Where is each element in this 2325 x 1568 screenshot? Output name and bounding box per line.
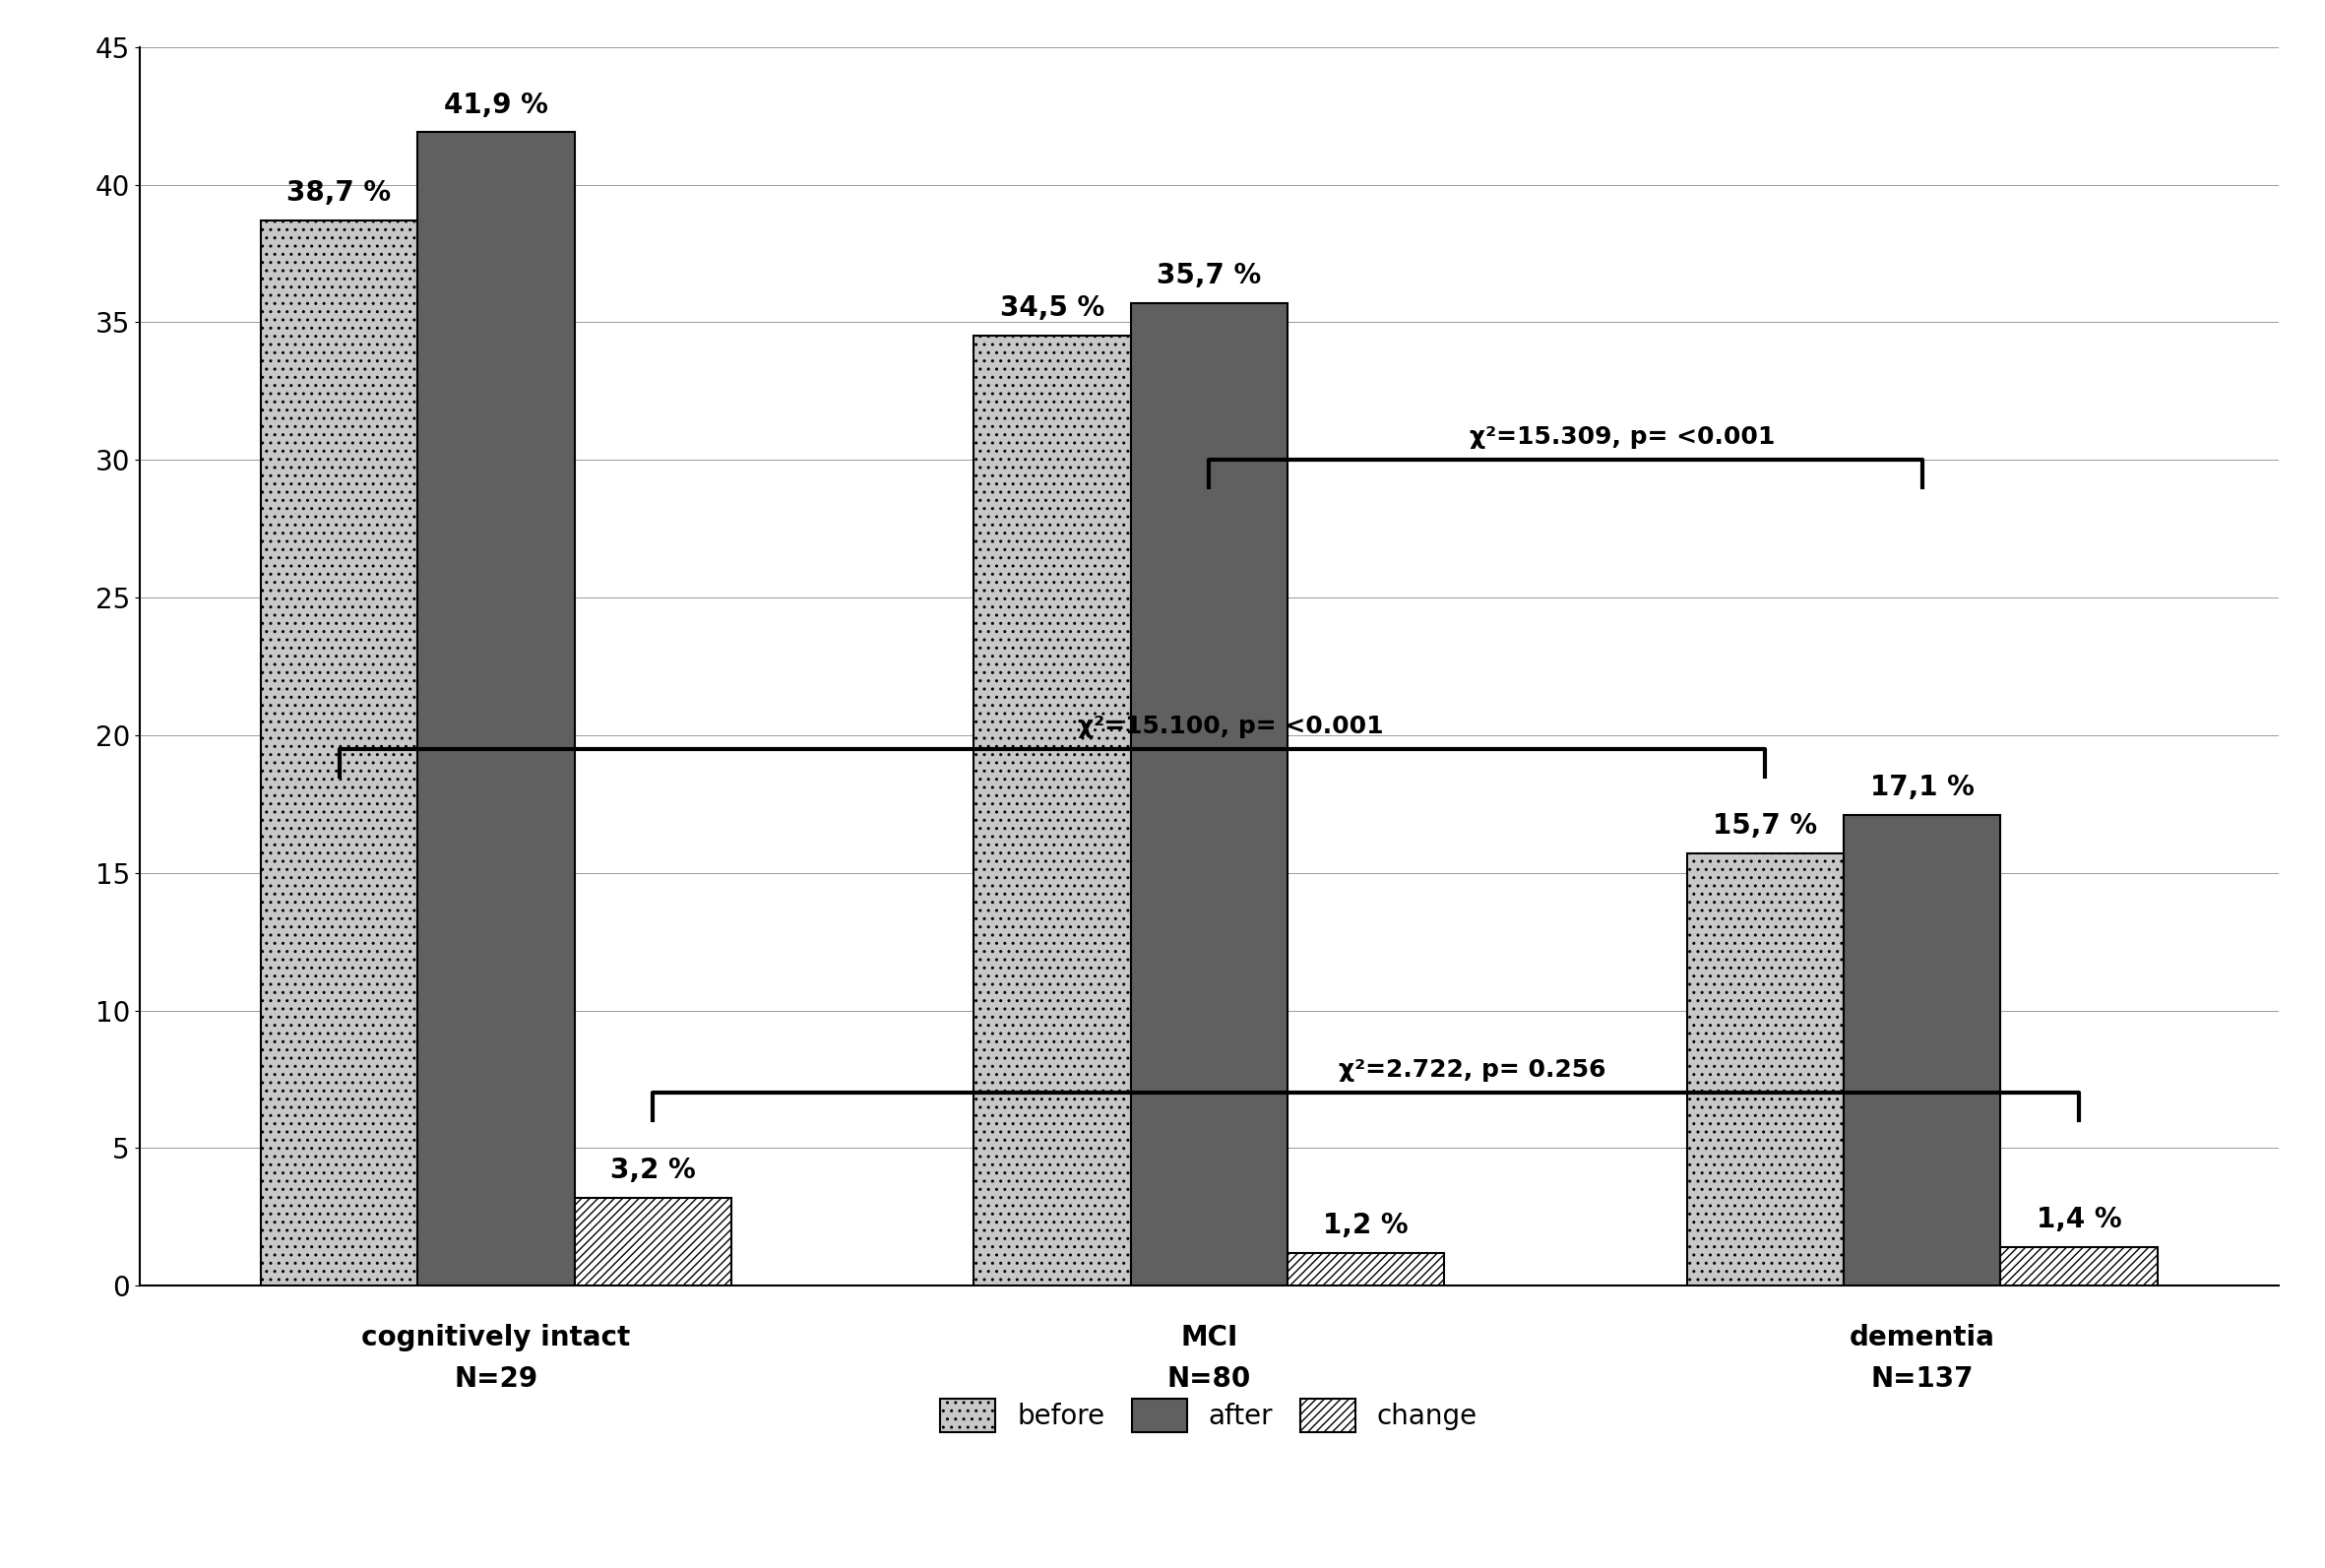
Text: 35,7 %: 35,7 % (1158, 262, 1260, 289)
Text: dementia: dementia (1848, 1323, 1995, 1352)
Text: χ²=15.309, p= <0.001: χ²=15.309, p= <0.001 (1469, 425, 1776, 448)
Text: 15,7 %: 15,7 % (1714, 812, 1818, 840)
Text: 34,5 %: 34,5 % (1000, 295, 1104, 323)
Bar (1130, 303, 1288, 1286)
Text: χ²=2.722, p= 0.256: χ²=2.722, p= 0.256 (1339, 1058, 1607, 1082)
Text: N=29: N=29 (453, 1366, 537, 1392)
Bar (1288, 1253, 1444, 1286)
Bar (974, 336, 1130, 1286)
Bar (574, 1198, 732, 1286)
Text: 17,1 %: 17,1 % (1869, 773, 1974, 801)
Bar (260, 221, 418, 1286)
Bar (1844, 815, 2000, 1286)
Text: 1,4 %: 1,4 % (2037, 1206, 2120, 1234)
Bar (2000, 1247, 2158, 1286)
Text: χ²=15.100, p= <0.001: χ²=15.100, p= <0.001 (1076, 715, 1383, 739)
Text: MCI: MCI (1181, 1323, 1237, 1352)
Text: N=80: N=80 (1167, 1366, 1251, 1392)
Text: 41,9 %: 41,9 % (444, 91, 549, 119)
Legend: before, after, change: before, after, change (928, 1385, 1490, 1446)
Text: 1,2 %: 1,2 % (1323, 1212, 1409, 1239)
Bar (418, 132, 574, 1286)
Text: 38,7 %: 38,7 % (286, 179, 391, 207)
Text: 3,2 %: 3,2 % (609, 1156, 695, 1184)
Bar (1686, 853, 1844, 1286)
Text: cognitively intact: cognitively intact (360, 1323, 630, 1352)
Text: N=137: N=137 (1872, 1366, 1974, 1392)
